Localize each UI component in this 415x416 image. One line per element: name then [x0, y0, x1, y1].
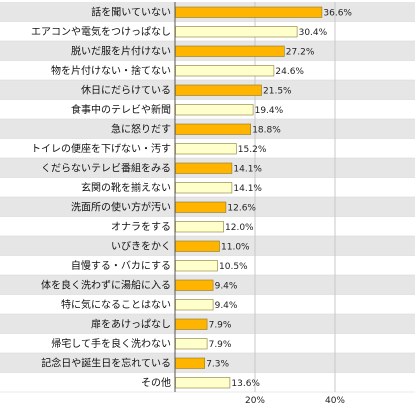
bar: [175, 104, 254, 116]
category-label: 自慢する・バカにする: [71, 259, 171, 272]
bar: [175, 299, 214, 311]
value-label: 7.9%: [209, 340, 232, 350]
value-label: 14.1%: [233, 164, 262, 174]
value-label: 27.2%: [286, 47, 315, 57]
category-label: 話を聞いていない: [91, 5, 171, 18]
bar: [175, 182, 233, 194]
category-label: 物を片付けない・捨てない: [51, 64, 171, 77]
category-label: 扉をあけっぱなし: [91, 317, 171, 330]
value-label: 13.6%: [231, 379, 260, 389]
category-label: その他: [141, 376, 171, 389]
bar: [175, 84, 262, 96]
bar: [175, 377, 231, 389]
category-label: 食事中のテレビや新聞: [71, 103, 171, 116]
bar: [175, 357, 206, 369]
bar: [175, 201, 227, 213]
bar: [175, 318, 208, 330]
category-label: 特に気になることはない: [61, 298, 171, 311]
value-label: 12.0%: [225, 223, 254, 233]
value-label: 11.0%: [221, 242, 250, 252]
row-background: [0, 314, 415, 334]
category-label: いびきをかく: [111, 240, 171, 252]
category-label: 洗面所の使い方が汚い: [71, 200, 171, 213]
bar: [175, 6, 323, 18]
bar: [175, 26, 298, 38]
x-tick-label: 20%: [245, 396, 265, 406]
category-label: エアコンや電気をつけっぱなし: [31, 25, 171, 38]
value-label: 18.8%: [252, 125, 281, 135]
value-label: 14.1%: [233, 184, 262, 194]
bar: [175, 338, 208, 350]
category-label: くだらないテレビ番組をみる: [41, 161, 171, 174]
category-label: 急に怒りだす: [111, 122, 171, 135]
category-label: 休日にだらけている: [81, 84, 171, 96]
row-background: [0, 353, 415, 373]
value-label: 10.5%: [219, 262, 248, 272]
category-label: 帰宅して手を良く洗わない: [51, 337, 171, 350]
value-label: 30.4%: [299, 28, 328, 38]
category-label: 玄関の靴を揃えない: [81, 181, 171, 194]
category-label: トイレの便座を下げない・汚す: [31, 142, 171, 155]
value-label: 12.6%: [227, 203, 256, 213]
value-label: 7.3%: [206, 359, 229, 369]
category-label: オナラをする: [111, 221, 171, 233]
category-label: 脱いだ服を片付けない: [71, 44, 171, 57]
value-label: 21.5%: [263, 86, 292, 96]
value-label: 9.4%: [215, 301, 238, 311]
bar: [175, 279, 214, 291]
bar: [175, 240, 220, 252]
bar: [175, 143, 237, 155]
value-label: 19.4%: [255, 106, 284, 116]
bar: [175, 260, 218, 272]
value-label: 15.2%: [238, 145, 267, 155]
bar: [175, 221, 224, 233]
value-label: 9.4%: [215, 281, 238, 291]
bar: [175, 162, 233, 174]
value-label: 7.9%: [209, 320, 232, 330]
bar: [175, 123, 251, 135]
category-label: 体を良く洗わずに湯船に入る: [41, 278, 171, 291]
value-label: 24.6%: [275, 67, 304, 77]
row-background: [0, 333, 415, 353]
value-label: 36.6%: [323, 8, 352, 18]
category-label: 記念日や誕生日を忘れている: [41, 356, 171, 369]
bar: [175, 65, 275, 77]
bar: [175, 45, 285, 57]
x-tick-label: 40%: [325, 396, 345, 406]
